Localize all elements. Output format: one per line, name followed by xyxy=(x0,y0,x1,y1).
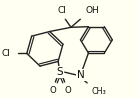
Text: O: O xyxy=(64,87,71,95)
Text: CH₃: CH₃ xyxy=(92,87,107,96)
Text: Cl: Cl xyxy=(57,6,66,15)
Text: S: S xyxy=(57,67,63,77)
Text: N: N xyxy=(77,70,85,80)
Text: OH: OH xyxy=(86,6,100,15)
Text: Cl: Cl xyxy=(2,49,11,58)
Text: O: O xyxy=(49,87,56,95)
